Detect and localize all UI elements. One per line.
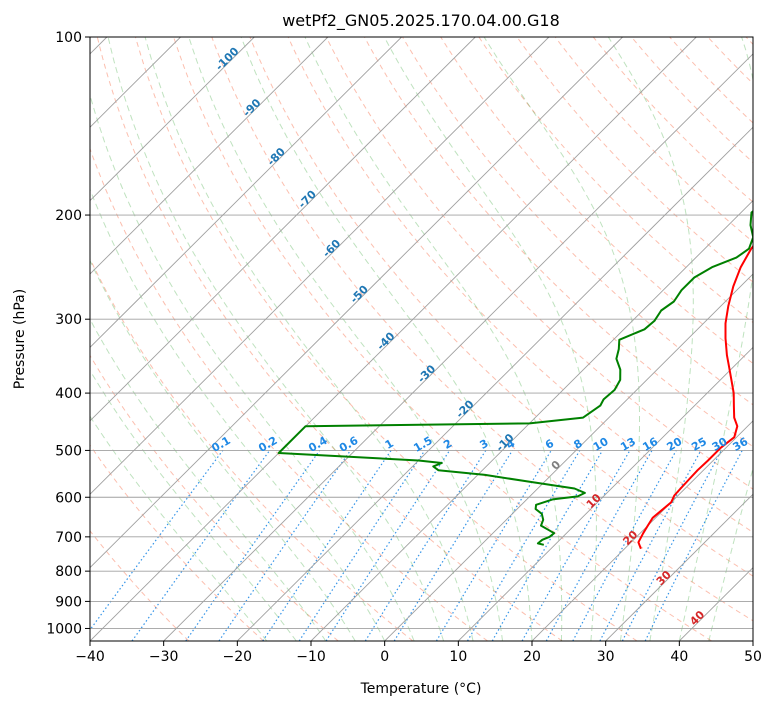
dry-adiabat [516,37,753,283]
plot-frame [89,36,754,642]
mixing-ratio-line [393,450,513,641]
y-tick-label: 300 [55,312,82,328]
moist-adiabat [188,37,503,641]
dry-adiabat [90,257,414,641]
moist-adiabat [90,259,356,641]
moist-adiabat [90,188,386,641]
y-tick-label: 200 [55,208,82,224]
y-tick-label: 700 [55,530,82,546]
dry-adiabat [134,37,638,641]
isotherm [236,126,753,641]
dewpoint-profile [277,209,753,546]
x-tick-label: −10 [296,649,326,665]
y-tick-label: 1000 [46,621,82,637]
x-tick-label: 50 [744,649,762,665]
x-axis-title: Temperature (°C) [360,681,482,697]
dry-adiabat [592,37,753,203]
moist-adiabat [708,466,753,641]
plot-background [90,37,753,641]
dry-adiabat [554,37,753,243]
mixing-ratio-line [572,450,677,641]
dry-adiabat [631,37,753,164]
mixing-ratio-line [262,450,392,641]
isotherm [90,37,476,422]
temperature-profile [637,244,753,550]
isotherm [90,37,623,569]
isotherm [90,37,550,495]
x-tick-label: −40 [75,649,105,665]
dry-adiabat [90,147,488,641]
chart-title: wetPf2_GN05.2025.170.04.00.G18 [282,11,560,31]
y-tick-label: 600 [55,490,82,506]
mixing-ratio-line [185,450,321,641]
mixing-ratio-line [521,450,631,641]
x-tick-label: −20 [223,649,253,665]
x-tick-label: −30 [149,649,179,665]
moist-adiabat [483,37,640,641]
moist-adiabat [107,37,445,641]
isotherm [605,493,753,641]
grid-lines [90,37,753,641]
dry-adiabat [249,37,753,577]
y-axis: 100 200 300 400 500 600 700 800 900 1000 [46,30,90,637]
isotherm [163,53,753,641]
y-tick-label: 400 [55,386,82,402]
moist-adiabat [240,37,533,641]
x-axis: −40 −30 −20 −10 0 10 20 30 40 50 [75,641,762,665]
x-tick-label: 40 [670,649,688,665]
isotherm [384,273,753,641]
moist-adiabat [607,37,694,641]
x-tick-label: 30 [597,649,615,665]
profiles [277,209,753,550]
y-axis-title: Pressure (hPa) [12,289,28,389]
isotherm [90,37,697,641]
dry-adiabat [90,530,190,641]
dry-adiabat [478,37,753,324]
moist-adiabat [304,37,563,641]
x-tick-label: 0 [380,649,389,665]
mixing-ratio-line [131,450,271,641]
isotherm [457,346,753,641]
x-tick-label: 20 [523,649,541,665]
isotherm [310,200,753,641]
isotherm [90,37,329,275]
y-tick-label: 500 [55,443,82,459]
x-tick-label: 10 [449,649,467,665]
mixing-ratio-line [218,450,351,641]
moist-adiabat [90,369,297,641]
dry-adiabat [287,37,753,533]
moist-adiabat [90,415,268,641]
dry-adiabat [211,37,753,622]
isotherm [531,420,753,641]
dry-adiabat [325,37,753,490]
mixing-ratio-line [325,450,451,641]
isotherm [90,37,402,349]
dry-adiabat [440,37,753,365]
dry-adiabat [402,37,753,406]
moist-adiabat [678,37,753,641]
moist-adiabat [383,37,597,641]
mixing-ratio-line [644,450,743,641]
moist-adiabat [90,318,327,641]
mixing-ratio-line [298,450,426,641]
dry-adiabat [96,37,563,641]
y-tick-label: 900 [55,594,82,610]
y-tick-label: 100 [55,30,82,46]
mixing-ratio-line [545,450,653,641]
isotherm [752,640,753,641]
dry-adiabat [90,354,339,641]
y-tick-label: 800 [55,564,82,580]
mixing-ratio-line [90,450,224,631]
moist-adiabat [144,37,474,641]
isotherm [90,37,255,202]
